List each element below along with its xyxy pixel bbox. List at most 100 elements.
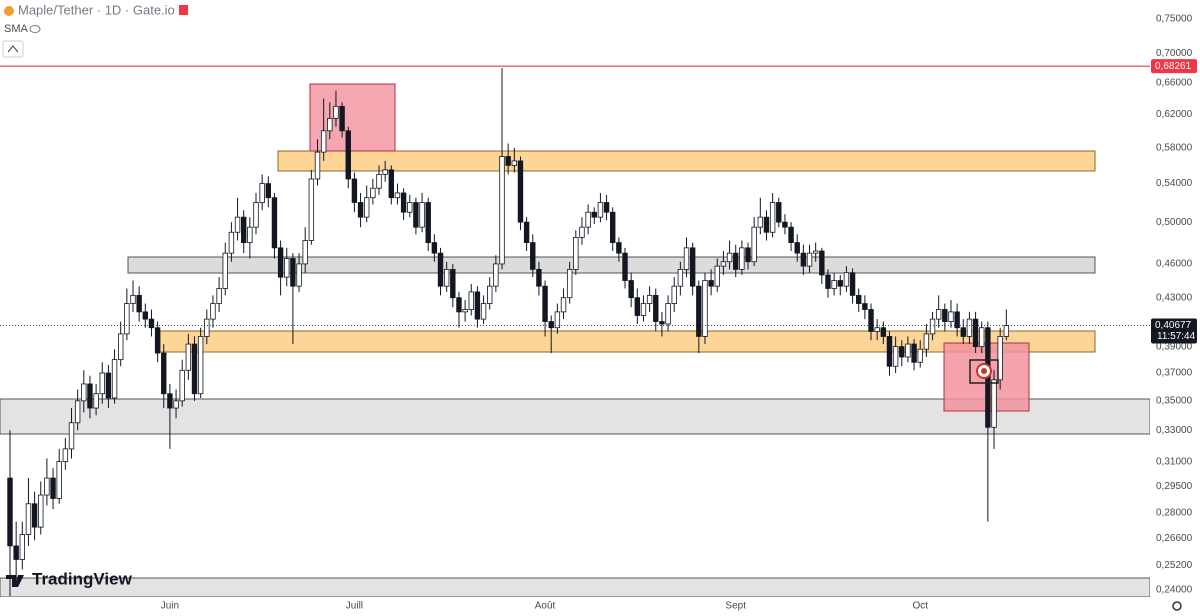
y-tick-label: 0,62000	[1156, 109, 1193, 120]
candle-body	[905, 343, 911, 358]
icon-frame	[969, 359, 999, 384]
flag-icon	[179, 5, 188, 15]
candle-body	[911, 343, 917, 363]
candle-body	[425, 202, 431, 243]
candle-body	[456, 297, 462, 313]
candle-body	[277, 247, 284, 278]
y-tick-label: 0,43000	[1156, 292, 1193, 303]
candle-body	[450, 268, 456, 299]
candle-body	[689, 247, 696, 287]
candle-body	[899, 346, 905, 358]
candle-body	[210, 303, 216, 320]
candle-body	[320, 130, 327, 153]
candle-body	[979, 327, 985, 348]
candle-body	[1003, 325, 1010, 337]
last-price-tag	[1151, 318, 1197, 344]
pivot-zone	[127, 256, 1096, 274]
candle-body	[935, 309, 942, 320]
y-tick-label: 0,29500	[1156, 481, 1193, 492]
candle-body	[739, 247, 745, 270]
candle-body	[653, 294, 659, 322]
candle-body	[31, 503, 38, 528]
candle-body	[929, 318, 936, 335]
candle-body	[56, 461, 62, 499]
candle-body	[468, 291, 474, 310]
candle-body	[173, 400, 179, 409]
candle-body	[849, 272, 856, 296]
candle-body	[776, 202, 782, 223]
candle-body	[917, 348, 923, 363]
candle-body	[714, 265, 720, 287]
candle-body	[345, 130, 351, 180]
candle-body	[74, 400, 81, 424]
candle-body	[511, 160, 518, 166]
candle-body	[831, 280, 837, 289]
candle-body	[62, 448, 69, 463]
candle-body	[388, 169, 395, 199]
candle-body	[314, 151, 321, 180]
candle-body	[13, 545, 19, 560]
y-tick-label: 0,25200	[1156, 560, 1193, 571]
candle-body	[271, 197, 278, 249]
candle-body	[548, 321, 554, 329]
y-tick-label: 0,75000	[1156, 14, 1193, 25]
candle-body	[142, 311, 149, 320]
candle-body	[333, 105, 339, 119]
candle-body	[327, 118, 333, 132]
candle-body	[696, 285, 702, 337]
candle-body	[185, 343, 192, 371]
y-tick-label: 0,66000	[1156, 78, 1193, 89]
candle-body	[302, 240, 308, 265]
candle-body	[111, 359, 118, 399]
target-icon	[969, 359, 999, 384]
candle-body	[542, 285, 548, 322]
candle-body	[179, 369, 185, 402]
candle-body	[837, 280, 843, 287]
candle-body	[843, 272, 850, 287]
candles	[7, 68, 1010, 597]
candle-body	[954, 311, 960, 329]
candle-body	[972, 318, 979, 348]
price-tag-label: 0,68261	[1155, 61, 1192, 72]
candle-body	[782, 221, 788, 228]
header: Maple/Tether · 1D · Gate.io SMA	[2, 2, 188, 58]
target-center	[981, 368, 987, 374]
visibility-icon[interactable]	[29, 25, 41, 33]
y-tick-label: 0,70000	[1156, 48, 1193, 59]
candle-body	[99, 372, 105, 395]
candle-body	[148, 318, 155, 329]
y-tick-label: 0,54000	[1156, 178, 1193, 189]
candle-body	[948, 311, 954, 322]
candle-body	[554, 311, 561, 329]
x-tick-label: Oct	[912, 601, 928, 612]
candle-body	[634, 297, 641, 316]
candle-body	[265, 183, 272, 199]
candle-body	[677, 268, 684, 287]
y-tick-label: 0,39000	[1156, 341, 1193, 352]
candle-body	[234, 216, 241, 233]
candle-body	[560, 297, 567, 313]
collapse-button[interactable]	[2, 40, 24, 58]
candle-body	[960, 327, 966, 337]
candle-body	[745, 247, 751, 263]
x-tick-label: Août	[535, 601, 556, 612]
candle-body	[769, 202, 776, 233]
x-tick-label: Juin	[161, 601, 179, 612]
y-tick-label: 0,26600	[1156, 533, 1193, 544]
candle-body	[87, 383, 93, 409]
candle-body	[400, 192, 407, 213]
candle-body	[603, 202, 610, 213]
candle-body	[7, 477, 13, 547]
candle-body	[997, 336, 1003, 381]
y-tick-label: 0,33000	[1156, 425, 1193, 436]
candle-body	[880, 327, 887, 337]
candle-body	[487, 285, 493, 304]
collapse-arrow	[7, 45, 19, 53]
candle-body	[407, 202, 413, 213]
settings-icon[interactable]	[1172, 601, 1182, 611]
watermark-text: TradingView	[32, 569, 133, 588]
candle-body	[357, 202, 364, 218]
last-price-label: 0,40677	[1155, 320, 1192, 331]
candle-body	[708, 280, 714, 287]
countdown-label: 11:57:44	[1157, 331, 1196, 342]
